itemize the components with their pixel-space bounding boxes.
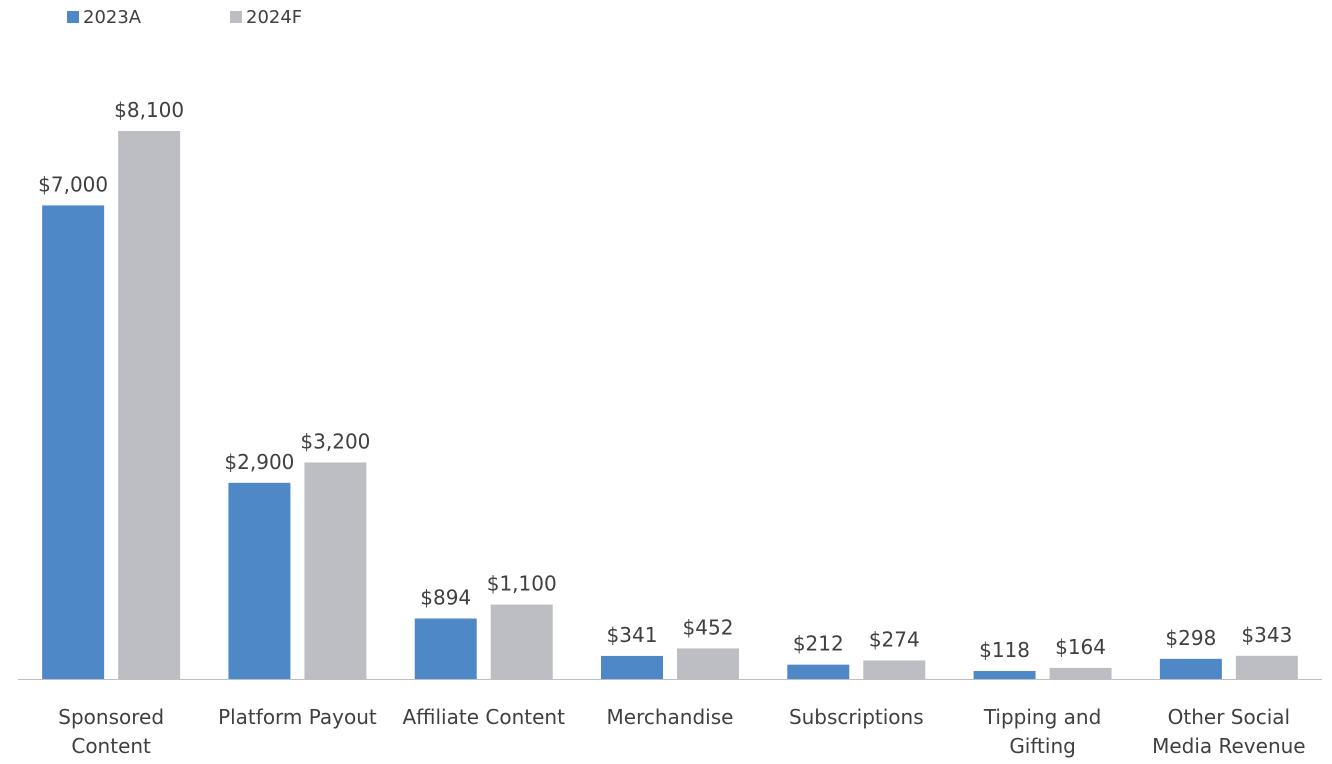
- legend-swatch: [230, 11, 242, 23]
- value-label: $298: [1165, 626, 1216, 650]
- value-label: $2,900: [224, 450, 294, 474]
- bar: [601, 655, 663, 679]
- bar: [1235, 655, 1298, 679]
- value-label: $7,000: [38, 172, 108, 196]
- legend-swatch: [67, 11, 79, 23]
- bar: [118, 131, 181, 679]
- value-label: $452: [683, 615, 734, 639]
- x-tick-label: Affiliate Content: [402, 705, 565, 729]
- value-label: $118: [979, 638, 1030, 662]
- bar: [304, 462, 367, 679]
- bar: [677, 648, 739, 679]
- value-label: $212: [793, 632, 844, 656]
- value-label: $341: [607, 623, 658, 647]
- bar: [787, 664, 850, 679]
- bar: [228, 482, 291, 679]
- x-tick-label: Subscriptions: [789, 705, 924, 729]
- bar: [42, 205, 105, 680]
- x-tick-label: Sponsored Content: [58, 705, 164, 758]
- x-tick-label: Merchandise: [607, 705, 734, 729]
- bar: [1159, 658, 1222, 679]
- value-label: $343: [1241, 623, 1292, 647]
- legend-label: 2024F: [246, 7, 302, 28]
- value-label: $3,200: [300, 430, 370, 454]
- value-label: $894: [420, 586, 471, 610]
- x-tick-label: Other Social Media Revenue: [1152, 705, 1306, 758]
- legend-label: 2023A: [83, 7, 142, 28]
- bar: [1049, 667, 1112, 679]
- value-label: $164: [1055, 635, 1106, 659]
- value-label: $1,100: [487, 572, 557, 596]
- value-label: $274: [869, 627, 920, 651]
- x-tick-label: Tipping and Gifting: [983, 705, 1101, 758]
- value-label: $8,100: [114, 98, 184, 122]
- bar: [414, 618, 477, 679]
- bar: [490, 604, 553, 679]
- bar: [863, 660, 926, 679]
- x-tick-label: Platform Payout: [218, 705, 377, 729]
- bar: [973, 671, 1036, 679]
